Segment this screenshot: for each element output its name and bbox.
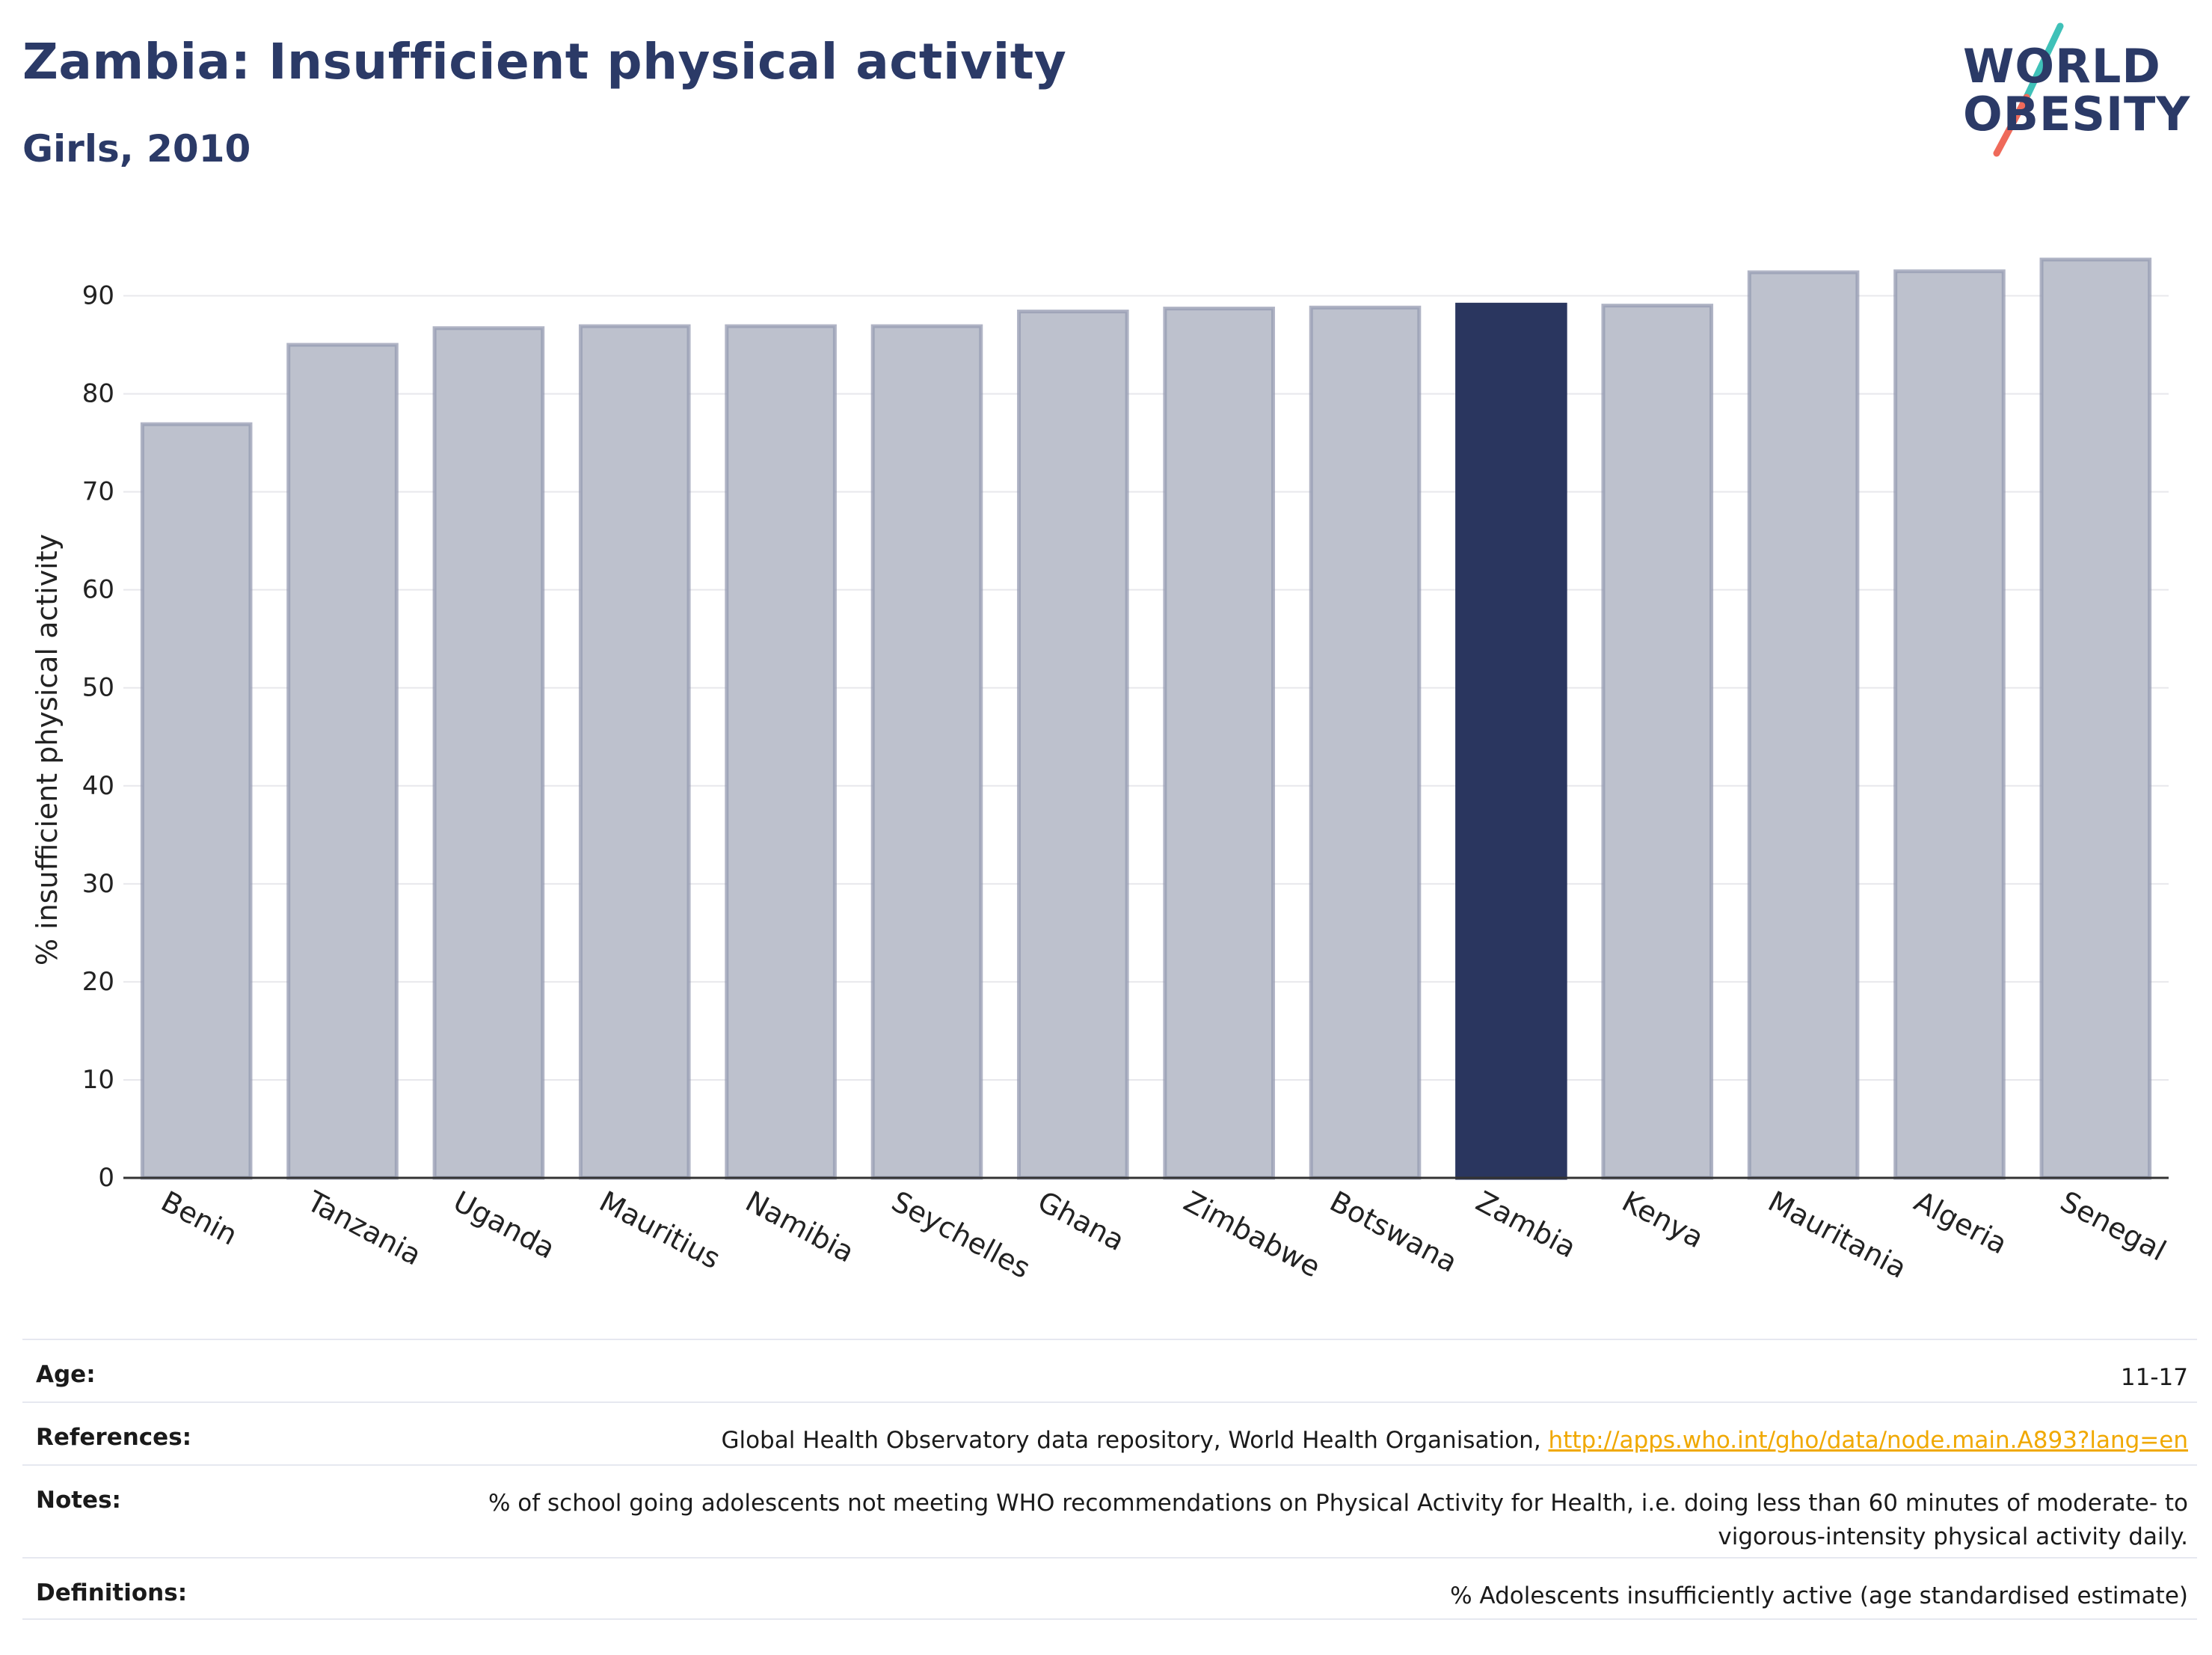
bar — [1893, 269, 2006, 1180]
references-value: Global Health Observatory data repositor… — [721, 1424, 2188, 1458]
y-tick-label: 50 — [82, 673, 114, 703]
notes-label: Notes: — [36, 1487, 121, 1514]
bar — [725, 324, 837, 1180]
bar — [2039, 257, 2152, 1180]
x-tick-label: Benin — [156, 1185, 242, 1252]
x-tick-label: Uganda — [448, 1185, 560, 1265]
y-tick-label: 90 — [82, 281, 114, 311]
references-text: Global Health Observatory data repositor… — [721, 1427, 1549, 1454]
bar — [432, 326, 545, 1180]
bar-chart: 0 10 20 30 40 50 60 70 80 90 % insufficient physic… — [31, 257, 2172, 1285]
x-tick-label: Namibia — [740, 1185, 860, 1269]
info-table: Age: 11-17 References: Global Health Obs… — [22, 1339, 2197, 1620]
x-tick-label: Tanzania — [301, 1185, 427, 1272]
x-tick-label: Mauritius — [595, 1185, 726, 1275]
notes-value: % of school going adolescents not meetin… — [488, 1490, 2188, 1550]
y-tick-label: 60 — [82, 575, 114, 605]
definitions-label: Definitions: — [36, 1579, 188, 1606]
references-row: References: Global Health Observatory da… — [22, 1401, 2197, 1464]
x-tick-label: Ghana — [1033, 1185, 1130, 1257]
logo-text-world: WORLD — [1963, 39, 2161, 93]
bar — [286, 343, 399, 1180]
page-title: Zambia: Insufficient physical activity — [22, 33, 1067, 90]
bar — [1747, 270, 1860, 1180]
x-tick-label: Kenya — [1617, 1185, 1709, 1254]
bar — [1017, 309, 1129, 1180]
y-tick-label: 30 — [82, 869, 114, 899]
bar — [870, 324, 983, 1180]
definitions-value: % Adolescents insufficiently active (age… — [1450, 1582, 2188, 1609]
references-label: References: — [36, 1424, 192, 1451]
bar — [1309, 305, 1422, 1180]
world-obesity-logo: WORLD OBESITY — [1948, 22, 2202, 161]
definitions-row: Definitions: % Adolescents insufficientl… — [22, 1557, 2197, 1620]
bar — [578, 324, 691, 1180]
y-tick-label: 70 — [82, 477, 114, 507]
x-tick-label: Mauritania — [1763, 1185, 1911, 1285]
age-row: Age: 11-17 — [22, 1339, 2197, 1401]
x-tick-label: Seychelles — [886, 1185, 1036, 1285]
y-tick-label: 80 — [82, 379, 114, 409]
page-subtitle: Girls, 2010 — [22, 127, 251, 171]
notes-row: Notes: % of school going adolescents not… — [22, 1464, 2197, 1557]
x-tick-label: Zambia — [1471, 1185, 1582, 1265]
y-tick-label: 10 — [82, 1065, 114, 1095]
x-tick-label: Botswana — [1324, 1185, 1463, 1279]
x-tick-label: Algeria — [1909, 1185, 2013, 1261]
y-tick-label: 20 — [82, 967, 114, 997]
y-tick-label: 0 — [98, 1163, 114, 1193]
age-label: Age: — [36, 1361, 96, 1388]
bar — [140, 422, 253, 1180]
y-tick-label: 40 — [82, 771, 114, 801]
logo-slash-icon — [1993, 22, 2064, 157]
x-tick-label: Zimbabwe — [1179, 1185, 1326, 1284]
logo-text-obesity: OBESITY — [1963, 87, 2191, 141]
bar — [1455, 302, 1567, 1180]
bar — [1601, 304, 1714, 1180]
bar — [1163, 307, 1275, 1180]
age-value: 11-17 — [2120, 1364, 2188, 1391]
x-tick-label: Senegal — [2055, 1185, 2172, 1268]
references-link[interactable]: http://apps.who.int/gho/data/node.main.A… — [1548, 1427, 2188, 1454]
y-axis-label: % insufficient physical activity — [31, 534, 64, 965]
